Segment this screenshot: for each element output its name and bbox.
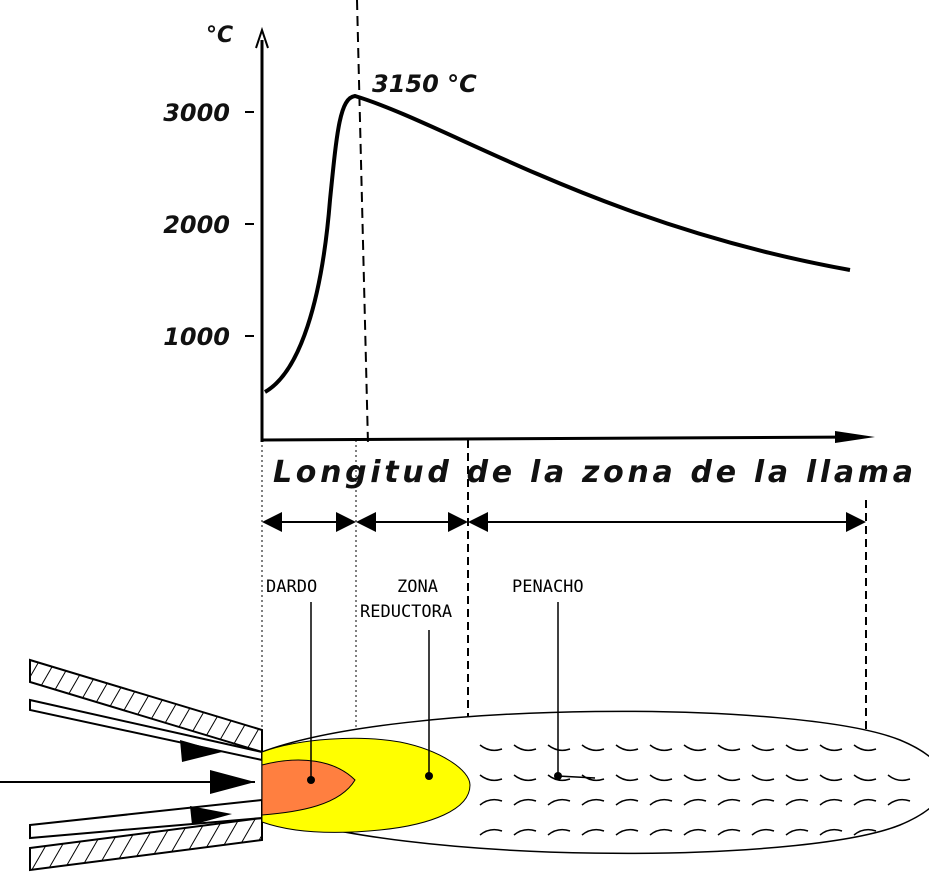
feather-stroke (853, 798, 877, 806)
feather-stroke (785, 828, 809, 836)
feather-stroke (751, 828, 775, 836)
penacho-label: PENACHO (512, 577, 584, 597)
y-tick-label: 2000 (163, 211, 230, 239)
feather-stroke (887, 774, 911, 782)
dardo-zone (261, 759, 356, 816)
zone-labels: DARDO ZONA REDUCTORA PENACHO (266, 577, 596, 784)
feather-stroke (785, 744, 809, 752)
feather-stroke (887, 798, 911, 806)
feather-stroke (853, 774, 877, 782)
tube-wall (29, 658, 263, 754)
y-arrow (255, 26, 269, 49)
peak-line (356, 0, 369, 445)
temperature-curve (263, 93, 851, 394)
feather-stroke (581, 744, 605, 752)
tube-wall (29, 816, 263, 872)
feather-stroke (581, 774, 605, 782)
feather-stroke (683, 744, 707, 752)
feather-stroke (479, 744, 503, 752)
feather-stroke (615, 744, 639, 752)
feather-stroke (649, 798, 673, 806)
feather-stroke (819, 828, 843, 836)
feather-stroke (479, 828, 503, 836)
y-tick-label: 1000 (163, 323, 230, 351)
feather-stroke (649, 828, 673, 836)
pointer-dot (554, 772, 562, 780)
feather-stroke (785, 774, 809, 782)
chart: °C Longitud de la zona de la llama 3150 … (163, 0, 913, 490)
feather-stroke (649, 744, 673, 752)
gas-arrow (210, 770, 255, 794)
feather-stroke (785, 798, 809, 806)
feather-stroke (479, 774, 503, 782)
feather-stroke (683, 774, 707, 782)
feather-stroke (581, 828, 605, 836)
pointer-dot (307, 776, 315, 784)
feather-stroke (547, 774, 571, 782)
feather-stroke (581, 798, 605, 806)
reductora-label: ZONA (397, 577, 438, 597)
feather-stroke (717, 798, 741, 806)
torch (0, 658, 263, 872)
feather-stroke (513, 828, 537, 836)
feather-stroke (479, 798, 503, 806)
feather-stroke (819, 774, 843, 782)
feather-stroke (819, 744, 843, 752)
feather-stroke (513, 798, 537, 806)
feather-stroke (513, 774, 537, 782)
feather-stroke (819, 798, 843, 806)
y-tick-label: 3000 (163, 99, 230, 127)
feather-stroke (853, 828, 877, 836)
feather-stroke (717, 744, 741, 752)
feather-stroke (751, 798, 775, 806)
pointer-dot (425, 772, 433, 780)
feather-stroke (649, 774, 673, 782)
y-unit: °C (206, 23, 233, 48)
feather-stroke (615, 828, 639, 836)
feather-stroke (853, 744, 877, 752)
reductora-label: REDUCTORA (360, 602, 452, 622)
feather-stroke (547, 798, 571, 806)
feather-stroke (683, 798, 707, 806)
dardo-label: DARDO (266, 577, 317, 597)
feather-stroke (751, 744, 775, 752)
feather-stroke (615, 774, 639, 782)
peak-label: 3150 °C (372, 70, 477, 98)
x-label: Longitud de la zona de la llama (273, 455, 913, 490)
feather-stroke (513, 744, 537, 752)
x-axis (261, 435, 861, 442)
feather-stroke (751, 774, 775, 782)
feather-stroke (717, 774, 741, 782)
feather-stroke (683, 828, 707, 836)
feather-stroke (547, 828, 571, 836)
gas-arrow (190, 806, 232, 825)
x-arrow (835, 431, 875, 443)
gas-arrow (180, 740, 222, 762)
feather-stroke (615, 798, 639, 806)
flame (261, 710, 929, 855)
feather-stroke (717, 828, 741, 836)
